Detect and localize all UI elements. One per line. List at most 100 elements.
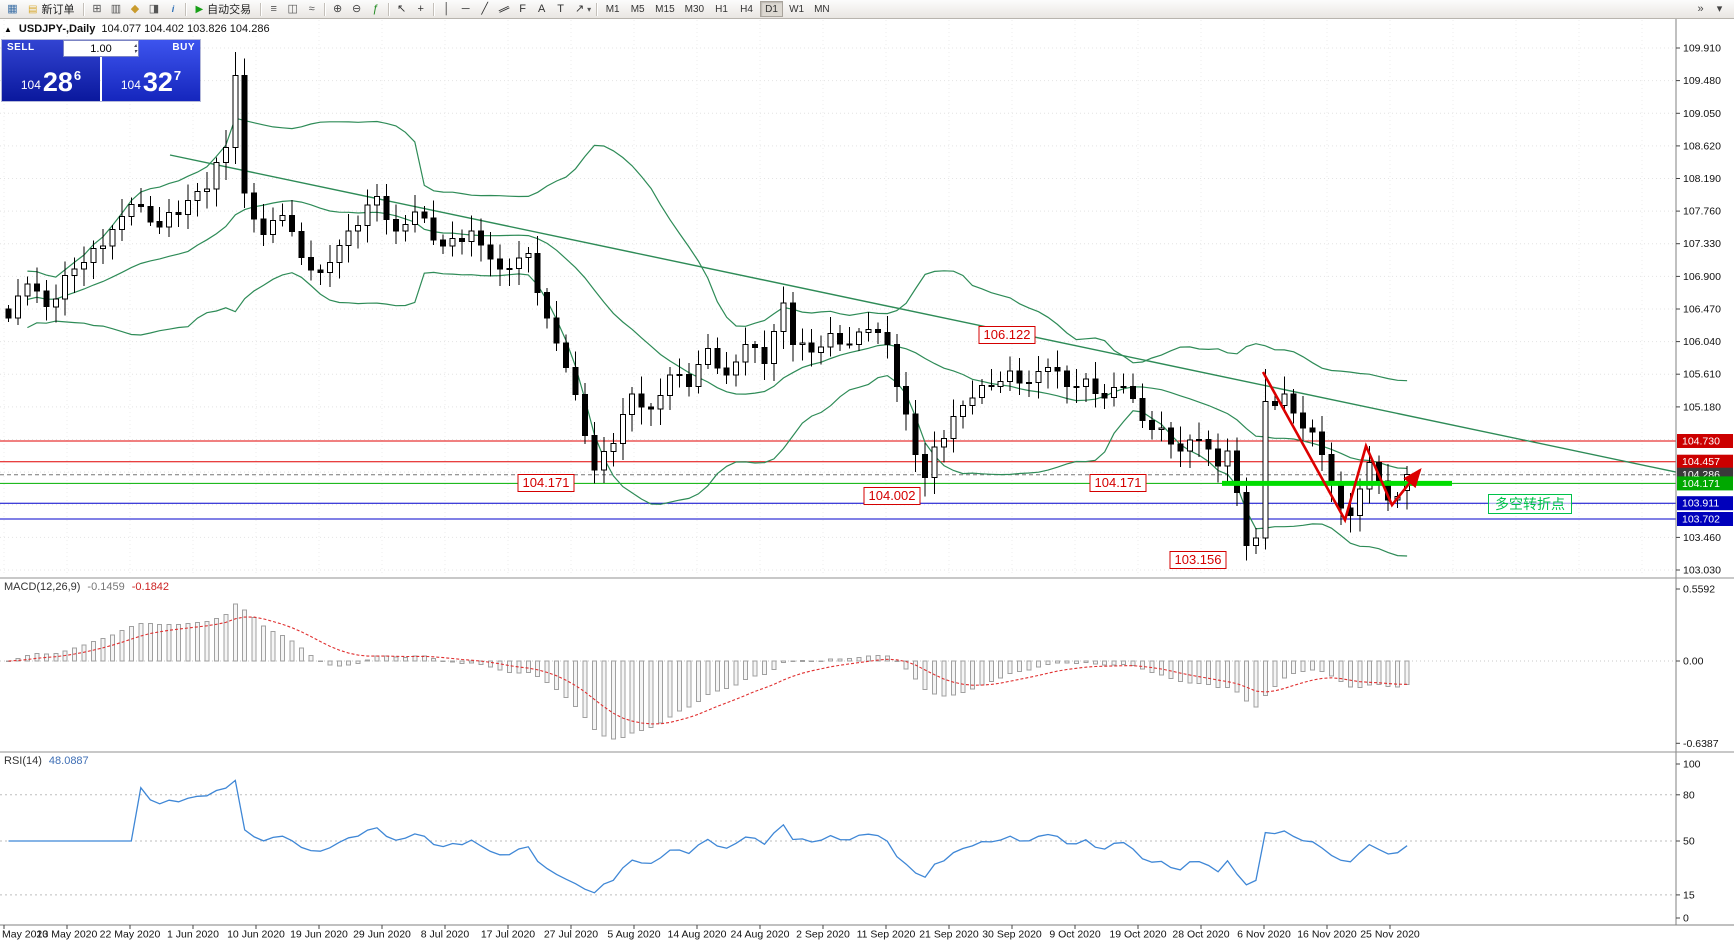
new-order-button[interactable]: ▤ 新订单 [22, 1, 80, 18]
toolbar-separator [185, 2, 187, 16]
svg-text:19 Oct 2020: 19 Oct 2020 [1109, 929, 1166, 941]
ohlc-values: 104.077 104.402 103.826 104.286 [101, 23, 270, 35]
bollinger-lower [27, 271, 1408, 557]
symbol-period-label: USDJPY-,Daily [18, 23, 96, 35]
bar-chart-mode-icon[interactable]: ≡ [270, 2, 277, 15]
charts-grid-icon[interactable]: ⊞ [92, 2, 102, 15]
volume-spinner[interactable]: ▴ ▾ [134, 41, 137, 56]
autotrade-button[interactable]: ▶ 自动交易 [189, 1, 257, 18]
svg-text:16 Nov 2020: 16 Nov 2020 [1297, 929, 1357, 941]
svg-text:104.730: 104.730 [1682, 436, 1720, 448]
svg-text:109.910: 109.910 [1683, 43, 1721, 55]
price-axis: 109.910 109.480 109.050 108.620 108.190 107.7… [1676, 43, 1733, 577]
autotrade-button-icon: ▶ [195, 3, 204, 15]
toolbar-overflow-icon[interactable]: » [1697, 2, 1704, 15]
svg-text:105.610: 105.610 [1683, 369, 1721, 381]
chart-grid [0, 20, 1676, 576]
toolbar-options-icon[interactable]: ▾ [1716, 2, 1723, 15]
timeframe-h4-button[interactable]: H4 [740, 3, 753, 15]
price-annotation[interactable]: 104.171 [517, 474, 575, 492]
svg-text:17 Jul 2020: 17 Jul 2020 [481, 929, 535, 941]
vertical-line-icon[interactable]: │ [443, 2, 451, 15]
timeframe-h1-button[interactable]: H1 [715, 3, 728, 15]
panel-frames [0, 19, 1734, 926]
line-chart-mode-icon[interactable]: ≈ [308, 2, 315, 15]
timeframe-w1-button[interactable]: W1 [789, 3, 805, 15]
timeframe-m30-button[interactable]: M30 [684, 3, 705, 15]
price-annotation[interactable]: 103.156 [1169, 551, 1227, 569]
volume-input[interactable]: 1.00 ▴ ▾ [63, 40, 139, 57]
market-watch-icon[interactable]: ◆ [130, 2, 140, 15]
svg-text:108.190: 108.190 [1683, 173, 1721, 185]
horizontal-line-icon[interactable]: ─ [461, 2, 470, 15]
svg-text:27 Jul 2020: 27 Jul 2020 [544, 929, 598, 941]
zoom-out-icon[interactable]: ⊖ [352, 2, 362, 15]
label-icon[interactable]: T [557, 2, 565, 15]
crosshair-icon[interactable]: + [417, 2, 424, 15]
macd-value-main: -0.1459 [87, 581, 125, 593]
new-order-button-label: 新订单 [41, 4, 75, 16]
rsi-value: 48.0887 [48, 755, 89, 767]
svg-text:25 Nov 2020: 25 Nov 2020 [1360, 929, 1420, 941]
price-annotation[interactable]: 104.002 [863, 487, 921, 505]
volume-up-icon[interactable]: ▴ [133, 42, 137, 49]
trendline-icon[interactable]: ╱ [481, 2, 488, 15]
info-icon[interactable]: i [171, 3, 175, 14]
timeframe-m1-button[interactable]: M1 [605, 3, 620, 15]
svg-text:14 Aug 2020: 14 Aug 2020 [668, 929, 727, 941]
svg-text:103.030: 103.030 [1683, 565, 1721, 577]
text-icon[interactable]: A [537, 2, 546, 15]
timeframe-m15-button[interactable]: M15 [655, 3, 675, 15]
svg-text:24 Aug 2020: 24 Aug 2020 [731, 929, 790, 941]
data-window-icon[interactable]: ◨ [148, 2, 160, 15]
toolbar-right: » ▾ [1691, 1, 1731, 18]
svg-text:105.180: 105.180 [1683, 401, 1721, 413]
arrows-icon[interactable]: ↗ [575, 2, 585, 15]
channel-icon[interactable]: ∥ [497, 3, 511, 14]
cursor-icon[interactable]: ↖ [397, 2, 407, 15]
price-annotation[interactable]: 104.171 [1089, 474, 1147, 492]
profiles-icon[interactable]: ▥ [110, 2, 122, 15]
svg-text:10 Jun 2020: 10 Jun 2020 [227, 929, 285, 941]
chart-window-icon[interactable]: ▦ [7, 2, 18, 15]
toolbar: ▦ ▤ 新订单 ⊞ ▥ ◆ ◨ i ▶ 自动交易 ≡ ◫ ≈ ⊕ ⊖ ƒ ↖ + │ ─ ╱ ∥ F A T ↗ ▾ M1 M5 M15 M… [0, 0, 1734, 19]
svg-text:8 Jul 2020: 8 Jul 2020 [421, 929, 470, 941]
svg-text:22 May 2020: 22 May 2020 [100, 929, 161, 941]
zoom-in-icon[interactable]: ⊕ [333, 2, 343, 15]
svg-text:6 Nov 2020: 6 Nov 2020 [1237, 929, 1291, 941]
arrows-icon-dropdown[interactable]: ▾ [587, 4, 592, 14]
macd-name: MACD(12,26,9) [4, 581, 81, 593]
trend-arrow-path[interactable] [1261, 371, 1422, 524]
toolbar-separator [83, 2, 85, 16]
bid-price: 104 28 6 [2, 68, 100, 96]
volume-down-icon[interactable]: ▾ [133, 48, 137, 55]
timeframe-m5-button[interactable]: M5 [630, 3, 645, 15]
buy-label: BUY [172, 42, 195, 53]
turning-point-note[interactable]: 多空转折点 [1488, 494, 1572, 514]
timeframe-d1-button[interactable]: D1 [760, 1, 784, 17]
svg-text:May 2020: May 2020 [2, 929, 48, 941]
svg-text:104.171: 104.171 [1682, 478, 1720, 490]
svg-text:100: 100 [1683, 759, 1701, 771]
macd-indicator-label: MACD(12,26,9) -0.1459 -0.1842 [4, 581, 169, 593]
toolbar-separator [324, 2, 326, 16]
one-click-collapse-button[interactable]: ▲ [4, 24, 12, 34]
svg-text:107.760: 107.760 [1683, 206, 1721, 218]
bollinger-middle [27, 200, 1408, 469]
svg-text:80: 80 [1683, 789, 1695, 801]
bollinger-bands[interactable] [27, 117, 1408, 557]
macd-signal-line [8, 616, 1408, 725]
horizontal-lines[interactable] [0, 440, 1676, 520]
candlestick-mode-icon[interactable]: ◫ [287, 2, 298, 15]
trendline[interactable] [169, 154, 1677, 473]
toolbar-separator [596, 2, 598, 16]
fibonacci-icon[interactable]: F [519, 2, 527, 15]
toolbar-separator [388, 2, 390, 16]
sell-label: SELL [7, 42, 35, 53]
timeframe-mn-button[interactable]: MN [814, 3, 830, 15]
indicators-icon[interactable]: ƒ [372, 2, 379, 15]
price-annotation[interactable]: 106.122 [978, 326, 1036, 344]
